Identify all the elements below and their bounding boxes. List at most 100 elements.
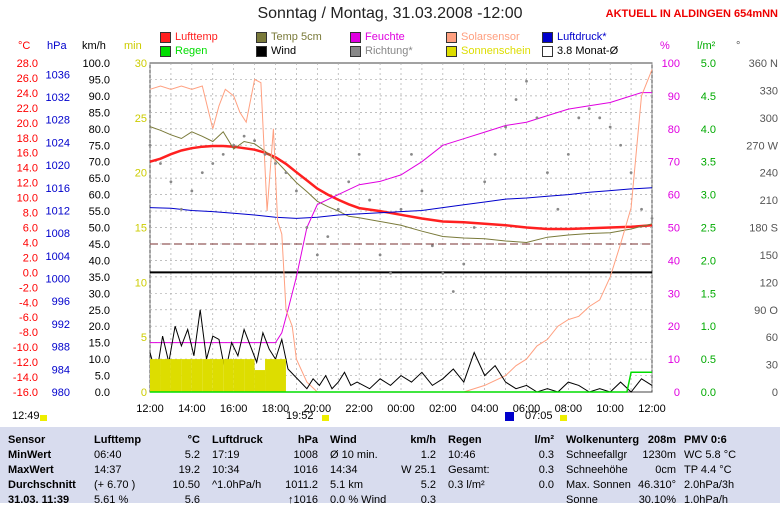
percent-tick-label: 100 (662, 58, 680, 70)
weather-chart: 28.0 26.0 24.0 22.0 20.0 18.0 16.0 14.0 12.0 10.0… (13, 58, 779, 421)
stats-row: Ø 10 min. 1.2 (330, 448, 436, 463)
kmh-tick-label: 45.0 (89, 239, 110, 251)
kmh-tick-label: 95.0 (89, 74, 110, 86)
celsius-tick-label: -16.0 (13, 387, 38, 399)
stats-row: 06:40 5.2 (94, 448, 200, 463)
direction-point (504, 125, 507, 129)
stats-row: 5.1 km 5.2 (330, 478, 436, 493)
stats-label: 06:40 (94, 449, 122, 461)
legend-swatch (160, 31, 171, 43)
sunshine-bar (265, 359, 276, 392)
percent-tick-label: 20 (668, 321, 680, 333)
stats-row: (+ 6.70 ) 10.50 (94, 478, 200, 493)
deg-tick-label: 270 W (746, 140, 778, 152)
percent-tick-label: 10 (668, 354, 680, 366)
hpa-tick-label: 1016 (46, 183, 70, 195)
kmh-tick-label: 50.0 (89, 223, 110, 235)
stats-label: 2.0hPa/3h (684, 479, 735, 491)
kmh-tick-label: 15.0 (89, 338, 110, 350)
stats-value: °C (187, 434, 200, 446)
celsius-tick-label: -2.0 (19, 282, 38, 294)
sun-marker (40, 415, 47, 421)
deg-tick-label: 0 (772, 387, 778, 399)
stats-label: 14:34 (330, 464, 358, 476)
stats-label: Regen (448, 434, 482, 446)
location-label: AKTUELL IN ALDINGEN 654mNN (605, 8, 778, 20)
stats-row: 14:34 W 25.1 (330, 463, 436, 478)
stats-value: 19.2 (178, 464, 200, 476)
stats-value: 30.10% (638, 494, 676, 506)
lm2-tick-label: 2.0 (701, 255, 716, 267)
percent-axis-header: % (660, 40, 670, 52)
hpa-tick-label: 984 (52, 364, 70, 376)
stats-header: Sensor (8, 433, 86, 448)
stats-column: Wolkenunterg 208m Schneefallgr 1230m Schneeh… (566, 433, 676, 508)
x-tick-label: 16:00 (220, 403, 248, 415)
hpa-tick-label: 980 (52, 387, 70, 399)
direction-point (190, 189, 194, 193)
kmh-tick-label: 85.0 (89, 107, 110, 119)
direction-point (148, 143, 152, 147)
stats-value: W 25.1 (401, 464, 436, 476)
x-tick-label: 02:00 (429, 403, 457, 415)
min-tick-label: 15 (135, 223, 147, 235)
sunshine-bar (181, 359, 192, 392)
direction-point (430, 244, 434, 248)
direction-point (566, 152, 570, 156)
stats-label: Wolkenunterg (566, 434, 640, 446)
stats-label: 10:46 (448, 449, 476, 461)
direction-point (441, 271, 445, 275)
kmh-tick-label: 55.0 (89, 206, 110, 218)
stats-label: Ø 10 min. (330, 449, 378, 461)
min-tick-label: 0 (141, 387, 147, 399)
kmh-tick-label: 90.0 (89, 91, 110, 103)
legend-item: Sonnenschein (446, 45, 531, 57)
stats-value: 0.3 (420, 494, 436, 506)
stats-row: 17:19 1008 (212, 448, 318, 463)
min-tick-label: 10 (135, 277, 147, 289)
legend-label: Luftdruck* (557, 31, 607, 43)
deg-tick-label: 150 (760, 250, 778, 262)
sunshine-bar (212, 359, 224, 392)
celsius-tick-label: 6.0 (23, 223, 38, 235)
kmh-tick-label: 0.0 (95, 387, 110, 399)
celsius-tick-label: 0.0 (23, 267, 38, 279)
direction-point (535, 116, 539, 120)
hpa-tick-label: 1028 (46, 115, 70, 127)
hpa-tick-label: 1024 (46, 137, 70, 149)
stats-header: Regen l/m² (448, 433, 554, 448)
series-line-regen (150, 371, 652, 393)
celsius-tick-label: -8.0 (19, 327, 38, 339)
sunshine-bar (150, 359, 161, 392)
lm2-tick-label: 4.0 (701, 124, 716, 136)
percent-tick-label: 0 (674, 387, 680, 399)
kmh-tick-label: 60.0 (89, 190, 110, 202)
legend-swatch (256, 45, 267, 57)
x-tick-label: 20:00 (304, 403, 332, 415)
direction-point (556, 207, 560, 211)
direction-point (347, 180, 351, 184)
series-line-wind (149, 309, 653, 393)
stats-row: Max. Sonnen 46.310° (566, 478, 676, 493)
kmh-tick-label: 35.0 (89, 272, 110, 284)
hpa-tick-label: 1008 (46, 228, 70, 240)
percent-tick-label: 90 (668, 91, 680, 103)
stats-value: hPa (297, 434, 318, 446)
legend-item: Solarsensor (446, 31, 520, 43)
stats-label: PMV 0:6 (684, 434, 727, 446)
lm2-tick-label: 0.0 (701, 387, 716, 399)
stats-label: (+ 6.70 ) (94, 479, 136, 491)
stats-value: 5.2 (184, 449, 200, 461)
stats-value: km/h (410, 434, 436, 446)
lm2-tick-label: 3.5 (701, 157, 716, 169)
celsius-tick-label: 18.0 (17, 133, 38, 145)
legend-item: Lufttemp (160, 31, 218, 43)
deg-tick-label: 180 S (749, 223, 778, 235)
deg-tick-label: 30 (766, 360, 778, 372)
stats-label: MinWert (8, 449, 52, 461)
percent-tick-label: 40 (668, 255, 680, 267)
x-tick-label: 08:00 (555, 403, 583, 415)
celsius-tick-label: 24.0 (17, 88, 38, 100)
deg-axis-header: ° (736, 40, 741, 52)
stats-label: 14:37 (94, 464, 122, 476)
